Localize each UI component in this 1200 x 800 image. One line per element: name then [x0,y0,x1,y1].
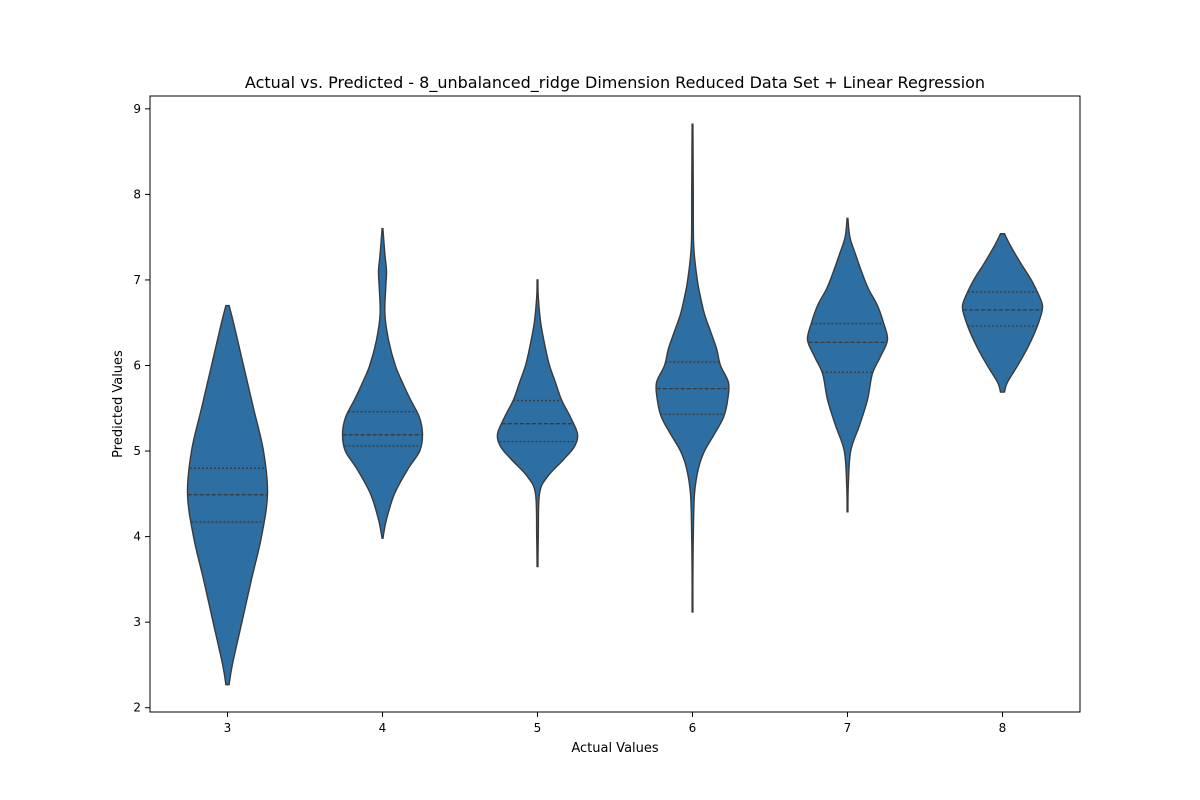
x-tick-label: 7 [844,721,852,735]
x-axis: 3 4 5 6 7 8 [224,712,1007,735]
y-tick-label: 7 [133,273,141,287]
violin-group [655,123,730,613]
y-tick-label: 8 [133,187,141,201]
y-axis: 2 3 4 5 6 7 8 9 [133,102,150,715]
y-tick-label: 9 [133,102,141,116]
violin-body [961,233,1044,393]
violin-body [496,279,579,568]
y-tick-label: 4 [133,530,141,544]
y-axis-label: Predicted Values [111,350,126,458]
x-tick-label: 8 [999,721,1007,735]
x-tick-label: 3 [224,721,232,735]
x-axis-label: Actual Values [571,741,659,756]
y-tick-label: 6 [133,359,141,373]
y-tick-label: 3 [133,615,141,629]
violin-group [186,304,269,686]
y-tick-label: 5 [133,444,141,458]
violin-body [655,123,730,613]
x-tick-label: 4 [379,721,387,735]
y-tick-label: 2 [133,701,141,715]
plot-frame [149,95,1081,713]
violin-body [341,227,424,540]
violin-body [806,217,889,513]
violins-layer [186,123,1044,686]
x-tick-label: 5 [534,721,542,735]
violin-group [961,233,1044,393]
violin-group [496,279,579,568]
chart-title: Actual vs. Predicted - 8_unbalanced_ridg… [245,73,985,93]
x-tick-label: 6 [689,721,697,735]
violin-group [341,227,424,540]
violin-group [806,217,889,513]
